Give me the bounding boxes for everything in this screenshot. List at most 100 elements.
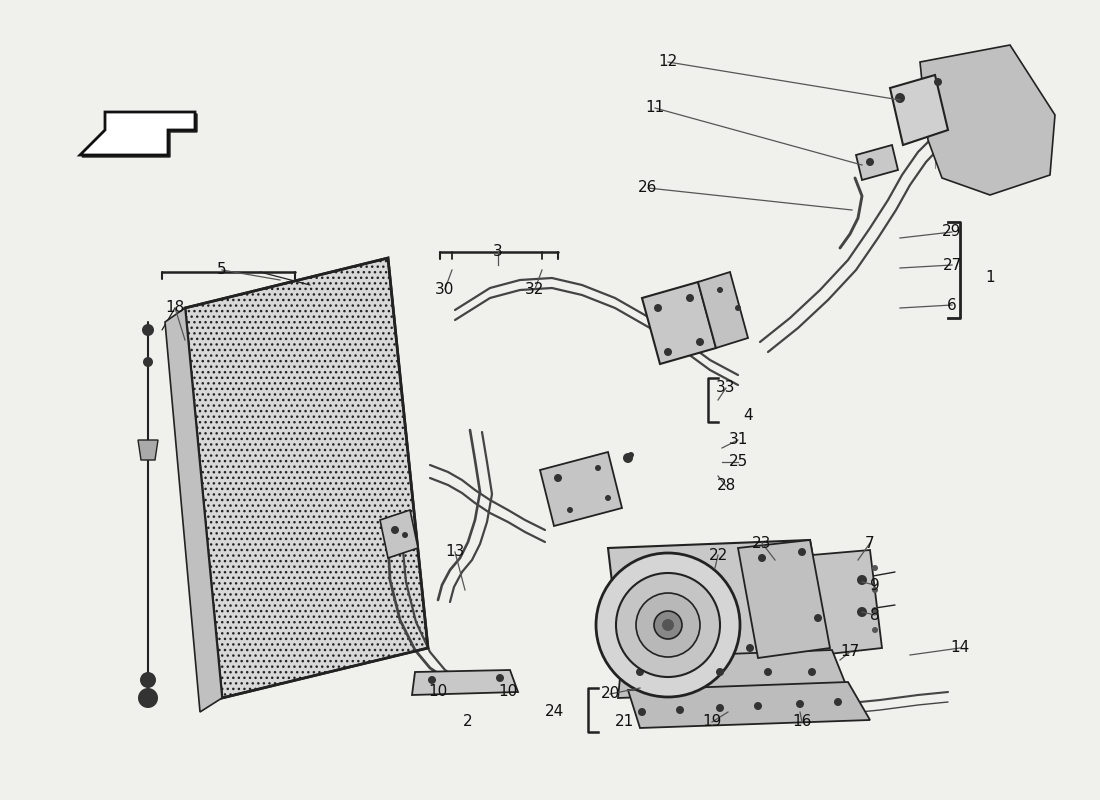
Circle shape [616, 573, 721, 677]
Polygon shape [540, 452, 622, 526]
Text: 1: 1 [986, 270, 994, 286]
Polygon shape [738, 540, 830, 658]
Circle shape [764, 668, 772, 676]
Text: 13: 13 [446, 545, 464, 559]
Circle shape [754, 702, 762, 710]
Circle shape [857, 575, 867, 585]
Circle shape [857, 607, 867, 617]
Text: 17: 17 [840, 645, 859, 659]
Text: 2: 2 [463, 714, 473, 730]
Text: 11: 11 [646, 101, 664, 115]
Polygon shape [920, 45, 1055, 195]
Text: 20: 20 [601, 686, 619, 702]
Circle shape [143, 357, 153, 367]
Circle shape [428, 676, 436, 684]
Polygon shape [890, 75, 948, 145]
Text: 23: 23 [752, 535, 772, 550]
Text: 10: 10 [428, 685, 448, 699]
Text: 30: 30 [436, 282, 454, 297]
Polygon shape [618, 650, 848, 698]
Circle shape [814, 614, 822, 622]
Text: 25: 25 [728, 454, 748, 470]
Text: 18: 18 [165, 301, 185, 315]
Circle shape [496, 674, 504, 682]
Text: 3: 3 [493, 245, 503, 259]
Text: 22: 22 [708, 547, 727, 562]
Circle shape [140, 672, 156, 688]
Circle shape [664, 348, 672, 356]
Text: 10: 10 [498, 685, 518, 699]
Text: 21: 21 [615, 714, 635, 730]
Text: 12: 12 [659, 54, 678, 70]
Text: 9: 9 [870, 578, 880, 593]
Text: 16: 16 [792, 714, 812, 730]
Circle shape [402, 532, 408, 538]
Circle shape [834, 698, 842, 706]
Polygon shape [812, 550, 882, 655]
Circle shape [872, 607, 878, 613]
Circle shape [636, 668, 644, 676]
Polygon shape [856, 145, 898, 180]
Text: 14: 14 [950, 641, 969, 655]
Circle shape [872, 587, 878, 593]
Circle shape [671, 668, 679, 676]
Circle shape [595, 465, 601, 471]
Circle shape [554, 474, 562, 482]
Circle shape [872, 627, 878, 633]
Circle shape [716, 704, 724, 712]
Polygon shape [165, 308, 222, 712]
Polygon shape [642, 282, 716, 364]
Circle shape [605, 495, 610, 501]
Text: 32: 32 [526, 282, 544, 297]
Circle shape [796, 700, 804, 708]
Circle shape [716, 668, 724, 676]
Circle shape [866, 158, 874, 166]
Polygon shape [379, 510, 418, 558]
Text: 31: 31 [728, 433, 748, 447]
Text: 4: 4 [744, 407, 752, 422]
Text: 19: 19 [702, 714, 722, 730]
Polygon shape [82, 114, 197, 157]
Circle shape [638, 708, 646, 716]
Circle shape [390, 526, 399, 534]
Polygon shape [412, 670, 518, 695]
Polygon shape [628, 682, 870, 728]
Polygon shape [608, 540, 830, 668]
Circle shape [758, 554, 766, 562]
Circle shape [746, 644, 754, 652]
Circle shape [934, 78, 942, 86]
Text: 5: 5 [217, 262, 227, 278]
Text: 33: 33 [716, 381, 736, 395]
Circle shape [872, 565, 878, 571]
Circle shape [628, 452, 634, 458]
Circle shape [566, 507, 573, 513]
Circle shape [717, 287, 723, 293]
Circle shape [623, 453, 632, 463]
Text: 27: 27 [943, 258, 961, 273]
Circle shape [686, 294, 694, 302]
Polygon shape [80, 112, 195, 155]
Circle shape [654, 611, 682, 639]
Text: 24: 24 [546, 705, 564, 719]
Circle shape [735, 305, 741, 311]
Circle shape [654, 304, 662, 312]
Circle shape [138, 688, 158, 708]
Polygon shape [138, 440, 158, 460]
Polygon shape [698, 272, 748, 348]
Circle shape [636, 593, 700, 657]
Circle shape [895, 93, 905, 103]
Text: 6: 6 [947, 298, 957, 313]
Circle shape [798, 548, 806, 556]
Text: 8: 8 [870, 607, 880, 622]
Text: 29: 29 [943, 225, 961, 239]
Text: 26: 26 [638, 181, 658, 195]
Circle shape [676, 706, 684, 714]
Circle shape [808, 668, 816, 676]
Circle shape [696, 338, 704, 346]
Circle shape [596, 553, 740, 697]
Text: 7: 7 [866, 535, 874, 550]
Polygon shape [185, 258, 428, 698]
Circle shape [142, 324, 154, 336]
Circle shape [662, 619, 674, 631]
Text: 28: 28 [716, 478, 736, 494]
